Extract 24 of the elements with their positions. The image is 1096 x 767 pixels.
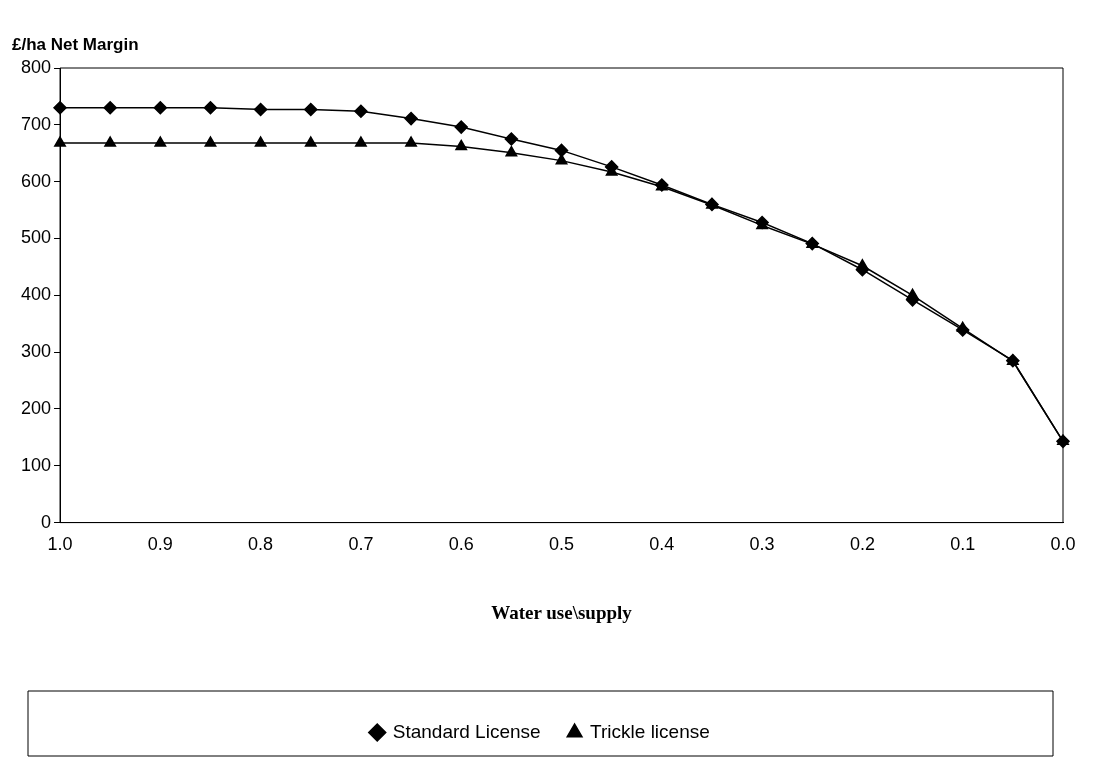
x-tick-label: 0.4 — [649, 534, 675, 555]
y-tick-label: 600 — [20, 170, 52, 191]
x-tick-label: 0.2 — [849, 534, 875, 555]
x-tick-label: 0.5 — [549, 534, 575, 555]
y-tick-label: 0 — [41, 511, 52, 532]
y-tick-label: 300 — [20, 341, 52, 362]
y-tick-label: 200 — [20, 397, 52, 418]
x-tick-label: 0.3 — [749, 534, 775, 555]
y-axis-title: £/ha Net Margin — [12, 35, 139, 55]
legend-label: Standard License — [392, 720, 541, 742]
y-tick-label: 800 — [20, 56, 52, 77]
y-tick-label: 400 — [20, 284, 52, 305]
x-tick-label: 1.0 — [47, 534, 73, 555]
y-tick-label: 700 — [20, 113, 52, 134]
y-tick-label: 100 — [20, 454, 52, 475]
x-tick-label: 0.8 — [248, 534, 274, 555]
y-tick-label: 500 — [20, 227, 52, 248]
x-axis-title: Water use\supply — [491, 601, 633, 623]
x-tick-label: 0.6 — [448, 534, 474, 555]
legend-label: Trickle license — [590, 720, 710, 742]
x-tick-label: 0.1 — [950, 534, 976, 555]
x-tick-label: 0.9 — [147, 534, 173, 555]
x-tick-label: 0.0 — [1050, 534, 1076, 555]
x-tick-label: 0.7 — [348, 534, 374, 555]
